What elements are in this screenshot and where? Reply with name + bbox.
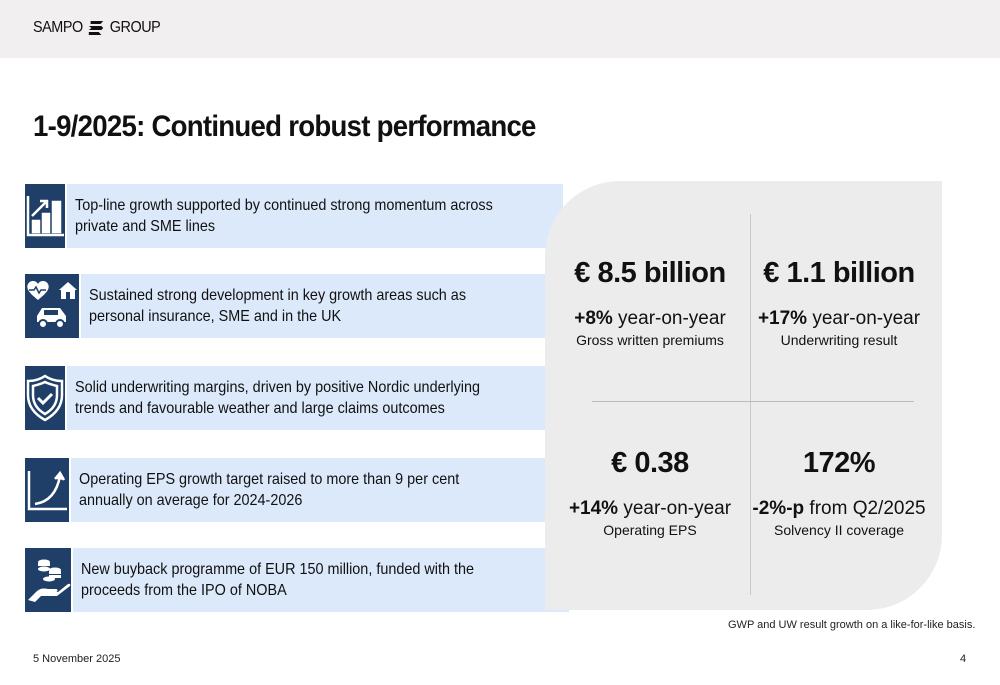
kpi-change: +8%	[574, 308, 613, 329]
kpi-value: 172%	[802, 447, 876, 479]
footer-date: 5 November 2025	[33, 653, 121, 665]
kpi-eps: € 0.38 +14% year-on-year Operating EPS	[555, 447, 745, 538]
kpi-label: Gross written premiums	[576, 332, 724, 348]
highlight-text: Sustained strong development in key grow…	[89, 287, 467, 325]
kpi-label: Underwriting result	[780, 332, 898, 348]
kpi-value: € 0.38	[611, 447, 689, 479]
highlight-item: Operating EPS growth target raised to mo…	[25, 458, 567, 522]
page-number: 4	[960, 653, 967, 665]
kpi-change-suffix: year-on-year	[612, 308, 726, 329]
sampo-s-icon	[89, 21, 104, 35]
kpi-label: Solvency II coverage	[774, 522, 904, 538]
highlight-item: Sustained strong development in key grow…	[25, 274, 577, 338]
sampo-group-logo: SAMPO GROUP	[33, 19, 161, 37]
highlight-text: Solid underwriting margins, driven by po…	[75, 379, 480, 417]
logo-text-left: SAMPO	[33, 19, 83, 36]
kpi-uw-result: € 1.1 billion +17% year-on-year Underwri…	[744, 257, 934, 348]
highlight-text: Operating EPS growth target raised to mo…	[79, 471, 460, 509]
shield-check-icon	[25, 366, 65, 430]
bar-chart-growth-icon	[25, 184, 65, 248]
kpi-solvency: 172% -2%-p from Q2/2025 Solvency II cove…	[744, 447, 934, 538]
kpi-change: +17%	[757, 308, 808, 329]
coins-hand-icon	[25, 548, 71, 612]
footnote: GWP and UW result growth on a like-for-l…	[728, 619, 976, 631]
kpi-change-suffix: from Q2/2025	[804, 498, 926, 519]
logo-text-right: GROUP	[109, 19, 161, 36]
highlight-item: Solid underwriting margins, driven by po…	[25, 366, 563, 430]
highlight-item: New buyback programme of EUR 150 million…	[25, 548, 569, 612]
highlight-text: New buyback programme of EUR 150 million…	[81, 561, 474, 599]
kpi-label: Operating EPS	[603, 522, 697, 538]
kpi-value: € 1.1 billion	[763, 257, 915, 289]
kpi-change: -2%-p	[752, 498, 805, 519]
highlight-item: Top-line growth supported by continued s…	[25, 184, 563, 248]
kpi-value: € 8.5 billion	[574, 257, 726, 289]
kpi-change-suffix: year-on-year	[807, 308, 921, 329]
growth-curve-icon	[25, 458, 69, 522]
divider-horizontal	[592, 401, 914, 402]
highlight-text: Top-line growth supported by continued s…	[75, 197, 493, 235]
kpi-change-suffix: year-on-year	[618, 498, 732, 519]
divider-vertical	[750, 214, 751, 595]
kpi-gwp: € 8.5 billion +8% year-on-year Gross wri…	[555, 257, 745, 348]
health-home-car-icon	[25, 274, 79, 338]
kpi-panel: € 8.5 billion +8% year-on-year Gross wri…	[545, 181, 942, 610]
page-title: 1-9/2025: Continued robust performance	[33, 110, 536, 143]
kpi-change: +14%	[568, 498, 619, 519]
header-bar: SAMPO GROUP	[0, 0, 1000, 58]
